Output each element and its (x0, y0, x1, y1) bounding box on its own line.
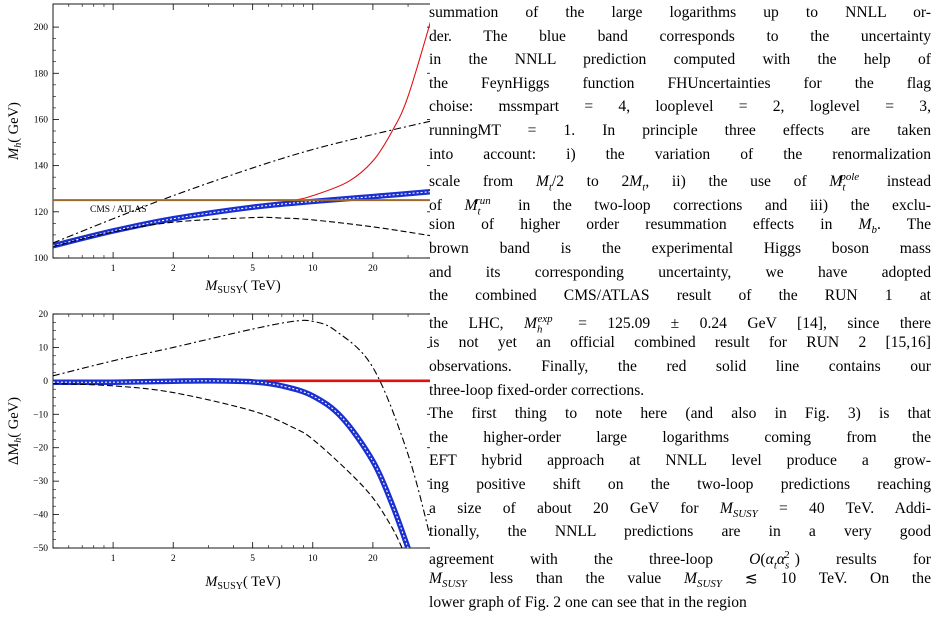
figure: 100 120 140 160 180 200 1 2 5 10 20 CMS / ATLAS MSUS… (0, 0, 430, 617)
plot-frame (52, 313, 430, 549)
x-axis-label: MSUSY( TeV) (204, 574, 281, 592)
text-line: observations. Finally, the red solid lin… (429, 358, 931, 375)
y-tick-label: 120 (34, 208, 49, 218)
text-line: agreement with the three-loop O(αtαs2) r… (429, 548, 931, 572)
x-tick-label: 1 (111, 554, 116, 564)
text-line: a size of about 20 GeV for MSUSY = 40 Te… (429, 499, 931, 520)
text-line: runningMT = 1. In principle three effect… (429, 122, 931, 139)
text-line: the LHC, Mhexp = 125.09 ± 0.24 GeV [14],… (429, 312, 931, 336)
x-tick-label: 2 (171, 554, 176, 564)
text-line: the combined CMS/ATLAS result of the RUN… (429, 287, 931, 305)
text-line: lower graph of Fig. 2 one can see that i… (429, 594, 747, 611)
text-line: brown band is the experimental Higgs bos… (429, 240, 931, 257)
y-tick-label: −50 (33, 544, 48, 554)
x-tick-label: 2 (171, 264, 176, 274)
y-axis-label: Mh( GeV) (6, 102, 24, 161)
x-tick-label: 5 (250, 554, 255, 564)
text-line: of Mtrun in the two-loop corrections and… (429, 194, 932, 218)
text-line: into account: i) the variation of the re… (429, 145, 931, 163)
text-line: is not yet an official combined result f… (429, 334, 931, 352)
plot-area (53, 319, 430, 548)
y-tick-label: 0 (43, 377, 48, 387)
y-tick-label: 180 (34, 69, 49, 79)
y-tick-label: 200 (34, 23, 49, 33)
y-tick-label: 100 (34, 254, 49, 264)
text-line: MSUSY less than the value MSUSY ≲ 10 TeV… (429, 570, 931, 591)
text-line: tionally, the NNLL predictions are in a … (429, 523, 931, 541)
text-line: and its corresponding uncertainty, we ha… (429, 263, 931, 281)
blue-band (53, 378, 411, 548)
y-tick-label: 20 (39, 310, 49, 320)
text-line: choise: mssmpart = 4, looplevel = 2, log… (429, 98, 931, 116)
body-text: summation of the large logarithms up to … (429, 0, 933, 617)
x-tick-label: 10 (308, 264, 318, 274)
text-line: scale from Mt/2 to 2Mt, ii) the use of M… (429, 171, 931, 194)
dashdot-line (53, 120, 430, 244)
x-tick-label: 20 (368, 264, 378, 274)
x-tick-label: 5 (250, 264, 255, 274)
y-tick-label: −20 (33, 444, 48, 454)
dashed-line (53, 382, 403, 548)
x-axis-label: MSUSY( TeV) (204, 278, 281, 296)
y-tick-label: −10 (33, 410, 48, 420)
text-line: The first thing to note here (and also i… (429, 405, 931, 423)
text-line: der. The blue band corresponds to the un… (429, 27, 931, 45)
text-line: ing positive shift on the two-loop predi… (429, 476, 931, 493)
text-line: the higher-order large logarithms coming… (429, 428, 931, 446)
y-tick-label: −30 (33, 477, 48, 487)
text-line: three-loop fixed-order corrections. (429, 381, 645, 399)
y-axis-label: ΔMh( GeV) (6, 397, 24, 465)
x-tick-label: 20 (368, 554, 378, 564)
y-tick-label: −40 (33, 511, 48, 521)
text-line: summation of the large logarithms up to … (429, 4, 931, 21)
text-line: EFT hybrid approach at NNLL level produc… (429, 452, 931, 470)
plot-area (53, 21, 430, 249)
dashed-line (53, 216, 430, 247)
text-line: sion of higher order resummation effects… (429, 216, 932, 237)
text-line: the FeynHiggs function FHUncertainties f… (429, 74, 931, 92)
y-tick-label: 10 (39, 343, 49, 353)
text-line: in the NNLL prediction computed with the… (429, 51, 931, 69)
y-tick-label: 140 (34, 162, 49, 172)
y-tick-label: 160 (34, 115, 49, 125)
x-tick-label: 1 (111, 264, 116, 274)
x-tick-label: 10 (308, 554, 318, 564)
cms-atlas-annotation: CMS / ATLAS (90, 205, 147, 215)
dashdot-line (53, 319, 430, 539)
blue-band-center (53, 191, 430, 247)
blue-band-center (53, 380, 409, 548)
